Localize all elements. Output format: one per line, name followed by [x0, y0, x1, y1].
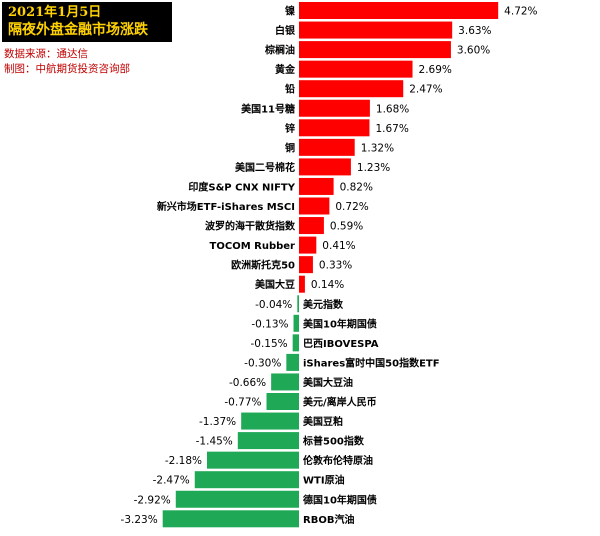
bar-15	[297, 295, 299, 313]
bar-11	[299, 217, 324, 235]
value-label: 0.72%	[335, 201, 368, 213]
bar-7	[299, 138, 355, 156]
bar-0	[299, 2, 499, 19]
value-label: 2.69%	[419, 64, 452, 76]
category-label: 棕榈油	[264, 44, 295, 57]
bar-12	[299, 236, 317, 254]
value-label: 0.59%	[330, 221, 363, 233]
chart-title: 隔夜外盘金融市场涨跌	[8, 22, 148, 38]
value-label: 0.14%	[311, 279, 344, 291]
value-label: 0.82%	[340, 181, 373, 193]
category-label: 德国10年期国债	[302, 493, 377, 506]
bar-10	[299, 197, 330, 215]
title-box: 2021年1月5日 隔夜外盘金融市场涨跌	[2, 2, 172, 42]
category-label: 巴西IBOVESPA	[303, 338, 379, 350]
value-label: -0.13%	[251, 318, 288, 330]
bar-26	[162, 510, 299, 528]
category-label: 新兴市场ETF-iShares MSCI	[157, 200, 295, 213]
bar-19	[271, 373, 299, 391]
value-label: -1.45%	[196, 436, 233, 448]
bar-16	[293, 314, 299, 332]
value-label: 1.68%	[376, 103, 409, 115]
category-label: TOCOM Rubber	[210, 241, 296, 252]
value-label: -0.77%	[224, 397, 261, 409]
category-label: 美国大豆油	[303, 376, 353, 389]
bar-21	[241, 412, 299, 430]
value-label: -2.47%	[153, 475, 190, 487]
value-label: -0.30%	[244, 357, 281, 369]
category-label: 伦敦布伦特原油	[303, 454, 373, 467]
category-label: 美国豆粕	[303, 415, 343, 428]
bar-20	[266, 393, 299, 410]
category-label: 美国二号棉花	[235, 161, 295, 174]
value-label: 0.41%	[322, 240, 355, 252]
bar-23	[207, 451, 299, 469]
category-label: 白银	[275, 24, 296, 37]
category-label: WTI原油	[303, 474, 345, 487]
bar-22	[237, 432, 299, 450]
bar-17	[292, 334, 299, 352]
bar-1	[299, 21, 453, 39]
value-label: 3.60%	[457, 45, 490, 57]
value-label: -3.23%	[121, 514, 158, 526]
data-source-note: 数据来源：通达信	[4, 48, 88, 60]
category-label: 美国11号糖	[241, 102, 295, 115]
chart-date: 2021年1月5日	[8, 5, 102, 20]
bar-2	[299, 41, 451, 59]
bar-18	[286, 353, 299, 371]
value-labels-group: 4.72% 3.63% 3.60% 2.69% 2.47%1.68% 1.67% 1.32%…	[121, 6, 538, 526]
bar-5	[299, 99, 370, 117]
value-label: -0.15%	[251, 338, 288, 350]
category-label: 美元/离岸人民币	[303, 396, 377, 409]
bar-3	[299, 60, 413, 78]
category-label: 美国大豆	[255, 278, 295, 291]
value-label: 1.32%	[361, 142, 394, 154]
category-label: 铅	[285, 83, 295, 96]
bar-24	[194, 471, 299, 489]
category-label: 美元指数	[303, 298, 344, 311]
value-label: 3.63%	[458, 25, 491, 37]
category-label: 锌	[285, 122, 295, 135]
category-label: 波罗的海干散货指数	[205, 220, 296, 233]
category-label: iShares富时中国50指数ETF	[303, 356, 440, 369]
category-label: 铜	[285, 141, 295, 154]
category-label: 印度S&P CNX NIFTY	[188, 180, 295, 193]
bar-4	[299, 80, 404, 98]
value-label: 4.72%	[504, 6, 537, 18]
value-label: -0.04%	[255, 299, 292, 311]
category-label: 黄金	[275, 63, 296, 76]
category-label: 欧洲斯托克50	[231, 259, 295, 272]
category-label: 镍	[285, 5, 295, 18]
bar-25	[175, 490, 299, 508]
bars-group	[162, 2, 499, 528]
category-label: 标普500指数	[302, 435, 365, 448]
bar-14	[299, 275, 305, 293]
category-label: 美国10年期国债	[303, 317, 377, 330]
value-label: 1.67%	[375, 123, 408, 135]
value-label: -0.66%	[229, 377, 266, 389]
value-label: -2.92%	[134, 494, 171, 506]
bar-13	[299, 256, 313, 274]
bar-8	[299, 158, 351, 176]
value-label: 2.47%	[409, 84, 442, 96]
bar-9	[299, 177, 334, 195]
value-label: -2.18%	[165, 455, 202, 467]
category-label: RBOB汽油	[303, 513, 354, 526]
bar-6	[299, 119, 370, 137]
value-label: 1.23%	[357, 162, 390, 174]
value-label: 0.33%	[319, 260, 352, 272]
value-label: -1.37%	[199, 416, 236, 428]
chart-maker-note: 制图：中航期货投资咨询部	[4, 63, 130, 75]
